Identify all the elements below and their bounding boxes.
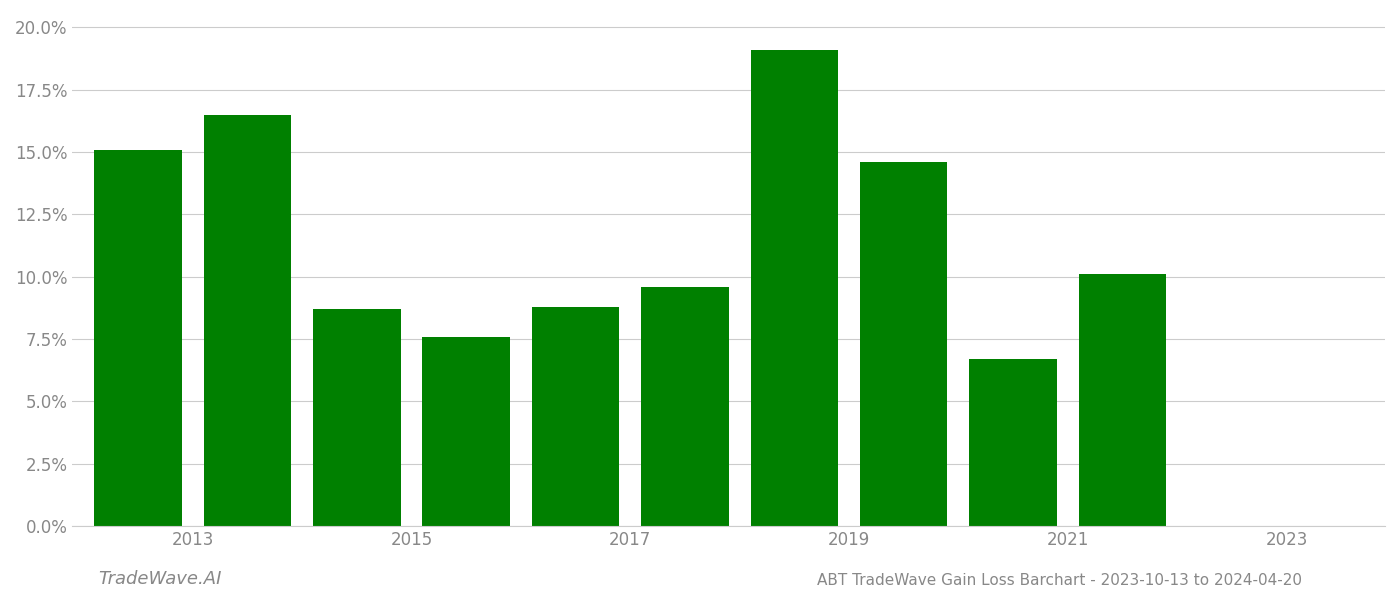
Bar (532, 307, 619, 526)
Bar (641, 287, 729, 526)
Text: TradeWave.AI: TradeWave.AI (98, 570, 221, 588)
Bar (423, 337, 510, 526)
Bar (314, 309, 400, 526)
Bar (969, 359, 1057, 526)
Bar (94, 149, 182, 526)
Text: ABT TradeWave Gain Loss Barchart - 2023-10-13 to 2024-04-20: ABT TradeWave Gain Loss Barchart - 2023-… (818, 573, 1302, 588)
Bar (750, 50, 839, 526)
Bar (860, 162, 948, 526)
Bar (1079, 274, 1166, 526)
Bar (204, 115, 291, 526)
